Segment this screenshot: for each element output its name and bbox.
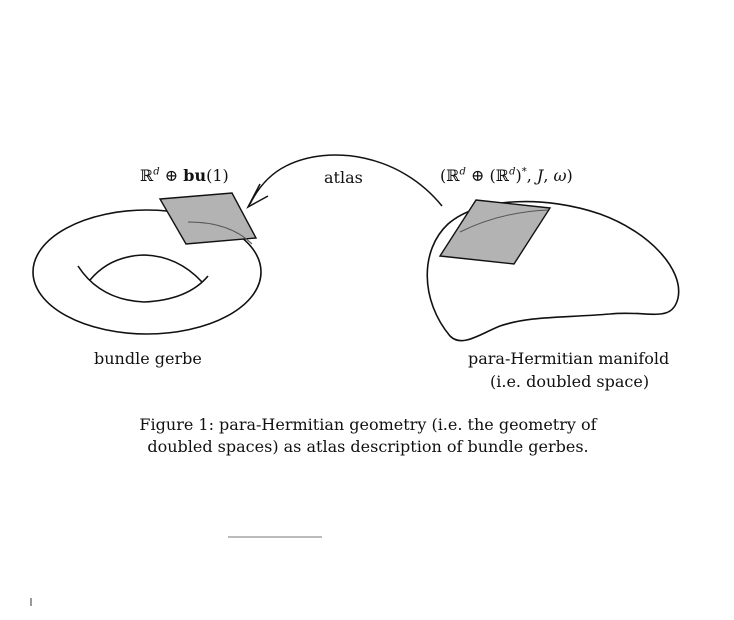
scan-artifact-dot xyxy=(30,598,32,606)
caption-line-1: Figure 1: para-Hermitian geometry (i.e. … xyxy=(139,415,597,434)
torus-hole-lower xyxy=(77,265,209,303)
torus-hole-upper xyxy=(89,254,203,283)
right-label-mid: ⊕ (ℝ xyxy=(465,166,510,185)
right-label-sup1: d xyxy=(459,166,466,178)
left-label-bold: bu xyxy=(183,166,207,185)
left-label-tail: (1) xyxy=(206,166,229,185)
right-label-star: * xyxy=(521,166,527,178)
left-label-oplus: ⊕ xyxy=(159,166,184,185)
figure-caption: Figure 1: para-Hermitian geometry (i.e. … xyxy=(138,414,598,458)
right-tangent-plane xyxy=(438,199,552,265)
right-label-end: ) xyxy=(566,166,573,185)
right-label-comma: , xyxy=(526,166,537,185)
atlas-label: atlas xyxy=(324,168,363,187)
right-plane-overlap xyxy=(459,209,549,233)
torus-outer xyxy=(32,209,262,335)
left-plane-overlap xyxy=(187,221,253,245)
manifold-blob xyxy=(426,200,680,342)
right-plane-label: (ℝd ⊕ (ℝd)*, J, ω) xyxy=(440,166,573,185)
left-label-superscript: d xyxy=(153,166,160,178)
right-label-open: (ℝ xyxy=(440,166,460,185)
manifold-label-line2: (i.e. doubled space) xyxy=(490,372,650,391)
left-tangent-plane xyxy=(158,192,258,245)
right-label-sup2: d xyxy=(509,166,516,178)
right-label-J: J xyxy=(536,166,544,185)
right-label-comma2: , xyxy=(543,166,554,185)
atlas-arrowhead xyxy=(246,183,269,209)
manifold-label-line1: para-Hermitian manifold xyxy=(468,349,670,368)
right-label-omega: ω xyxy=(553,166,567,185)
atlas-arrow xyxy=(249,154,443,207)
caption-line-2: doubled spaces) as atlas description of … xyxy=(147,437,589,456)
left-plane-label: ℝd ⊕ bu(1) xyxy=(140,166,229,185)
right-label-close: ) xyxy=(515,166,522,185)
bundle-gerbe-label: bundle gerbe xyxy=(94,349,202,368)
scan-artifact-line xyxy=(228,536,322,538)
left-label-symbol: ℝ xyxy=(140,166,154,185)
